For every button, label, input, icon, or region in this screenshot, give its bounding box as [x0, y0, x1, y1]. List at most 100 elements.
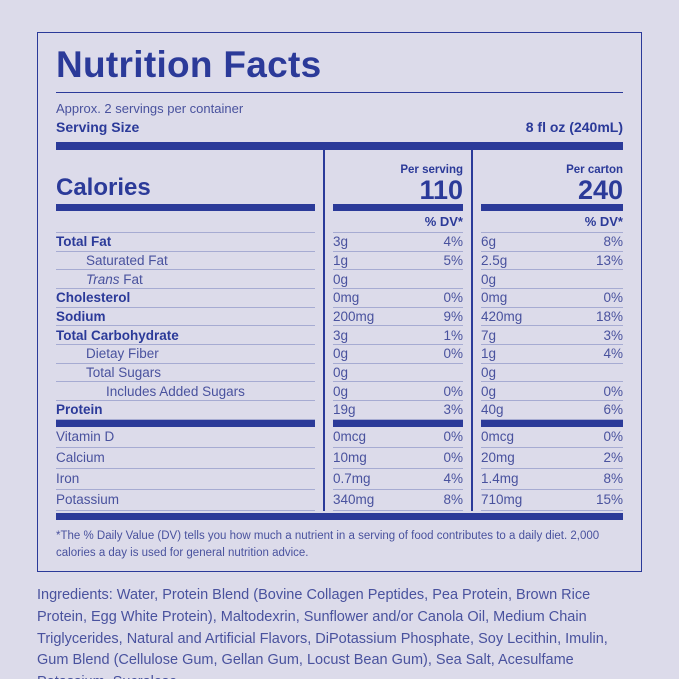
- nutrient-label: Vitamin D: [56, 429, 115, 445]
- nutrient-rows: Total Fat 3g 4% 6g 8% Saturated Fat 1g 5% 2.5g 13…: [56, 232, 623, 420]
- nutrient-label: Total Sugars: [86, 365, 162, 381]
- nutrient-amount: 3g: [333, 234, 349, 250]
- column-separator: [471, 307, 473, 327]
- nutrient-amount: 420mg: [481, 309, 523, 325]
- column-separator: [323, 149, 325, 204]
- nutrient-dv: 8%: [603, 471, 623, 487]
- nutrient-label: Potassium: [56, 492, 120, 508]
- column-separator: [323, 326, 325, 346]
- nutrient-amount: 0g: [481, 271, 497, 287]
- title-divider: [56, 91, 623, 93]
- nutrient-amount: 6g: [481, 234, 497, 250]
- nutrient-label: Sodium: [56, 309, 106, 325]
- nutrient-amount: 0mcg: [481, 429, 515, 445]
- nutrient-amount: 0mg: [333, 290, 360, 306]
- nutrient-amount: 3g: [333, 327, 349, 343]
- nutrient-label: Saturated Fat: [86, 252, 168, 268]
- column-separator: [471, 363, 473, 383]
- panel-title: Nutrition Facts: [56, 44, 322, 85]
- column-separator: [471, 203, 473, 211]
- servings-per-container: Approx. 2 servings per container: [56, 100, 244, 116]
- nutrient-dv: 0%: [443, 346, 463, 362]
- nutrient-dv: 4%: [443, 471, 463, 487]
- footnote-divider-bar: [56, 512, 623, 520]
- nutrient-row: Protein 19g 3% 40g 6%: [56, 401, 623, 420]
- per-serving-header: Per serving: [400, 163, 463, 176]
- serving-size-label: Serving Size: [56, 118, 140, 135]
- ingredients-text: Ingredients: Water, Protein Blend (Bovin…: [37, 587, 608, 679]
- nutrient-row: Cholesterol 0mg 0% 0mg 0%: [56, 289, 623, 308]
- column-separator: [323, 419, 325, 427]
- nutrient-label: Total Carbohydrate: [56, 327, 179, 343]
- column-separator: [323, 270, 325, 290]
- nutrient-dv: 0%: [443, 383, 463, 399]
- protein-divider-bar: [56, 419, 623, 427]
- nutrient-row: Trans Fat 0g 0g: [56, 270, 623, 290]
- column-separator: [323, 210, 325, 233]
- nutrient-amount: 0g: [481, 365, 497, 381]
- nutrient-amount: 0g: [333, 365, 349, 381]
- nutrient-row: Includes Added Sugars 0g 0% 0g 0%: [56, 382, 623, 402]
- column-separator: [471, 326, 473, 346]
- nutrient-row: Total Carbohydrate 3g 1% 7g 3%: [56, 326, 623, 346]
- calories-label: Calories: [56, 173, 151, 201]
- nutrient-amount: 2.5g: [481, 252, 508, 268]
- serving-size-value: 8 fl oz (240mL): [525, 118, 623, 135]
- nutrient-row: Saturated Fat 1g 5% 2.5g 13%: [56, 251, 623, 271]
- nutrient-label: Protein: [56, 402, 103, 418]
- nutrient-amount: 0g: [333, 271, 349, 287]
- dv-header-per-carton: % DV*: [584, 213, 623, 229]
- nutrient-dv: 0%: [603, 290, 623, 306]
- column-separator: [471, 382, 473, 402]
- nutrient-dv: 15%: [595, 492, 623, 508]
- column-separator: [471, 489, 473, 511]
- nutrient-dv: 6%: [603, 402, 623, 418]
- nutrient-row: Total Sugars 0g 0g: [56, 363, 623, 383]
- nutrient-row: Vitamin D 0mcg 0% 0mcg 0%: [56, 426, 623, 448]
- nutrient-dv: 0%: [603, 429, 623, 445]
- nutrient-amount: 10mg: [333, 450, 367, 466]
- nutrient-amount: 200mg: [333, 309, 375, 325]
- column-separator: [323, 307, 325, 327]
- calories-per-serving-value: 110: [419, 174, 463, 205]
- column-separator: [471, 210, 473, 233]
- nutrient-label: Cholesterol: [56, 290, 131, 306]
- header-divider-bar: [56, 141, 623, 150]
- nutrient-amount: 1g: [333, 252, 349, 268]
- nutrient-dv: 8%: [603, 234, 623, 250]
- nutrient-amount: 40g: [481, 402, 504, 418]
- nutrient-row: Iron 0.7mg 4% 1.4mg 8%: [56, 468, 623, 490]
- nutrient-row: Calcium 10mg 0% 20mg 2%: [56, 447, 623, 469]
- calories-per-carton-value: 240: [577, 174, 623, 205]
- nutrient-amount: 0g: [481, 383, 497, 399]
- nutrient-dv: 0%: [443, 290, 463, 306]
- nutrient-dv: 5%: [443, 252, 463, 268]
- nutrient-dv: 9%: [443, 309, 463, 325]
- column-separator: [471, 232, 473, 252]
- column-separator: [323, 345, 325, 364]
- nutrient-amount: 0g: [333, 346, 349, 362]
- nutrient-amount: 0.7mg: [333, 471, 371, 487]
- column-separator: [471, 419, 473, 427]
- nutrient-row: Dietay Fiber 0g 0% 1g 4%: [56, 345, 623, 364]
- nutrient-dv: 0%: [443, 450, 463, 466]
- nutrient-row: Total Fat 3g 4% 6g 8%: [56, 232, 623, 252]
- column-separator: [471, 468, 473, 490]
- nutrient-dv: 8%: [443, 492, 463, 508]
- serving-size-row: Serving Size 8 fl oz (240mL): [56, 119, 623, 135]
- nutrient-amount: 1.4mg: [481, 471, 519, 487]
- nutrient-amount: 0mcg: [333, 429, 367, 445]
- nutrient-row: Potassium 340mg 8% 710mg 15%: [56, 489, 623, 511]
- column-separator: [323, 289, 325, 308]
- column-separator: [323, 251, 325, 271]
- calories-row: Calories Per serving 110 Per carton 240: [56, 149, 623, 205]
- column-separator: [471, 149, 473, 204]
- nutrient-dv: 3%: [443, 402, 463, 418]
- column-separator: [323, 203, 325, 211]
- column-separator: [323, 363, 325, 383]
- nutrient-dv: 0%: [603, 383, 623, 399]
- nutrient-label: Includes Added Sugars: [106, 383, 245, 399]
- nutrient-amount: 0mg: [481, 290, 508, 306]
- nutrient-amount: 20mg: [481, 450, 515, 466]
